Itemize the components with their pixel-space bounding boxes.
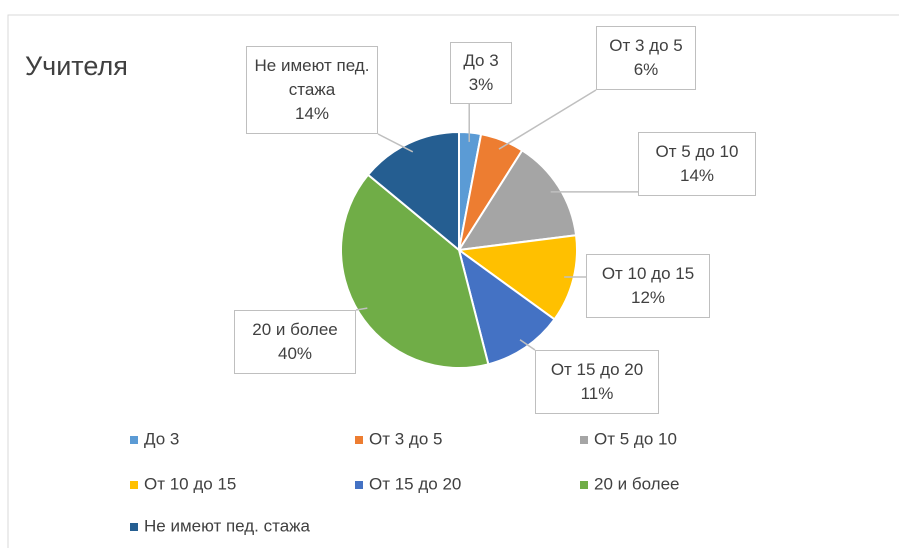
data-label: От 5 до 10 14% — [638, 132, 756, 196]
legend-label: Не имеют пед. стажа — [144, 516, 311, 535]
legend-label: От 10 до 15 — [144, 474, 236, 493]
legend-label: До 3 — [144, 429, 179, 448]
label-value: 40% — [277, 344, 313, 363]
label-value: 14% — [679, 166, 715, 185]
label-value: 3% — [468, 75, 494, 94]
data-label: 20 и более 40% — [234, 310, 356, 374]
label-category: От 15 до 20 — [550, 360, 644, 379]
pie-slice — [457, 247, 556, 366]
pie-slice — [366, 130, 460, 253]
legend-label: 20 и более — [594, 474, 680, 493]
data-label: От 3 до 5 6% — [596, 26, 696, 90]
label-category: От 3 до 5 — [609, 36, 683, 55]
leader-line — [377, 133, 414, 153]
legend-swatch — [355, 436, 363, 444]
label-value: 14% — [294, 104, 330, 123]
legend-label: От 3 до 5 — [369, 429, 442, 448]
label-category: Не имеют пед. стажа — [254, 56, 370, 99]
data-label: От 10 до 15 12% — [586, 254, 710, 318]
pie-slice — [456, 234, 578, 321]
pie-slice — [457, 148, 578, 252]
legend-swatch — [580, 481, 588, 489]
legend-swatch — [130, 481, 138, 489]
leader-line — [355, 307, 368, 311]
label-value: 11% — [580, 384, 614, 403]
data-label: Не имеют пед. стажа 14% — [246, 46, 378, 134]
legend-swatch — [130, 523, 138, 531]
label-value: 12% — [630, 288, 666, 307]
label-category: До 3 — [463, 51, 499, 70]
label-category: От 10 до 15 — [601, 264, 695, 283]
label-category: От 5 до 10 — [655, 142, 739, 161]
legend-swatch — [130, 436, 138, 444]
leader-line — [519, 339, 536, 351]
data-label: От 15 до 20 11% — [535, 350, 659, 414]
data-label: До 3 3% — [450, 42, 512, 104]
legend-swatch — [355, 481, 363, 489]
chart-title: Учителя — [25, 51, 128, 81]
legend-swatch — [580, 436, 588, 444]
leader-line — [498, 89, 597, 150]
label-category: 20 и более — [252, 320, 338, 339]
label-value: 6% — [633, 60, 659, 79]
legend-label: От 15 до 20 — [369, 474, 461, 493]
legend-label: От 5 до 10 — [594, 429, 677, 448]
pie-slice — [340, 173, 490, 369]
